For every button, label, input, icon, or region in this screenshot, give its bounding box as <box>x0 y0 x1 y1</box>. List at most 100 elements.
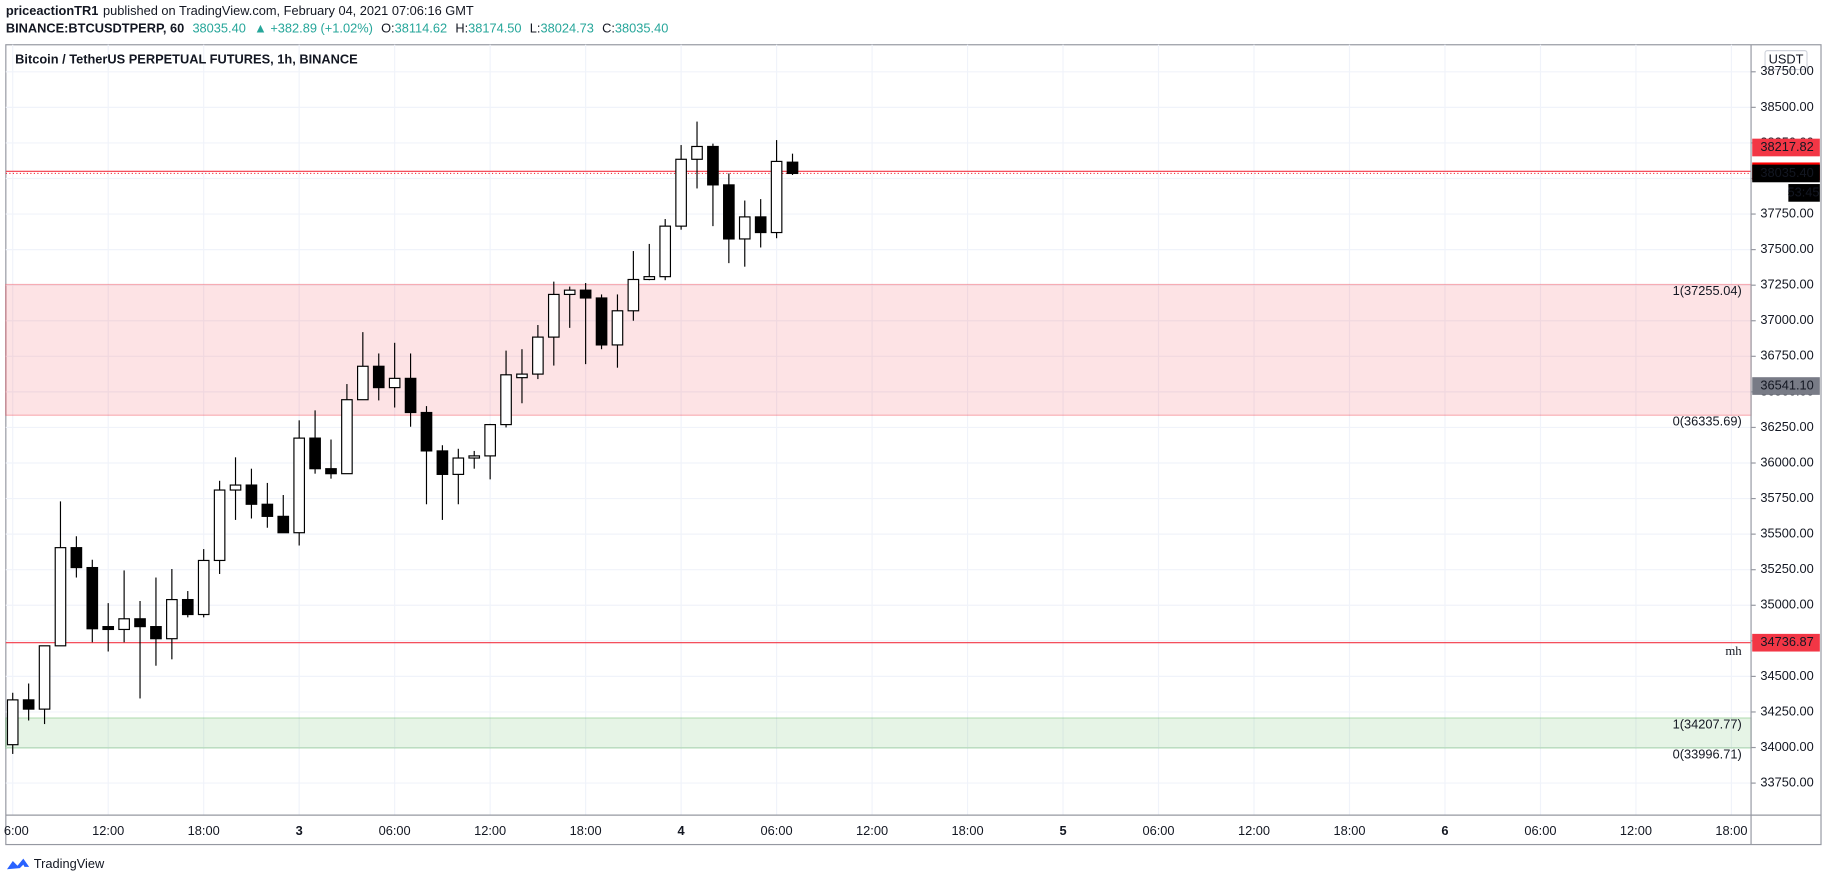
candle-body <box>723 184 735 240</box>
candle-body <box>707 145 719 186</box>
candle-body <box>691 145 703 160</box>
candle-body <box>38 645 51 710</box>
candle-body <box>770 160 783 234</box>
candle-body <box>738 216 751 240</box>
y-tick-label: 35750.00 <box>1760 490 1813 505</box>
candle-body <box>150 626 162 640</box>
zone-label: 1(34207.77) <box>1673 716 1742 731</box>
candle-body <box>70 547 83 569</box>
candle-body <box>86 566 99 630</box>
y-tick-label: 37000.00 <box>1760 312 1813 327</box>
candle-body <box>595 297 608 346</box>
candle-body <box>452 457 465 475</box>
candle-body <box>197 559 210 616</box>
price-label: 38035.40 <box>1760 165 1813 180</box>
y-tick-label: 36750.00 <box>1760 348 1813 363</box>
ohlc-value: 38174.50 <box>468 21 521 36</box>
ohlc-value: 38024.73 <box>540 21 593 36</box>
x-tick-label: 06:00 <box>1524 823 1556 838</box>
x-tick-label: 6:00 <box>4 823 29 838</box>
candle-body <box>325 468 337 475</box>
candle-body <box>261 503 274 517</box>
currency-button-text[interactable]: USDT <box>1769 51 1804 66</box>
y-tick-label: 34250.00 <box>1760 703 1813 718</box>
candle-body <box>54 547 67 647</box>
x-tick-label: 06:00 <box>379 823 411 838</box>
price-label: 36541.10 <box>1760 377 1813 392</box>
author: priceactionTR1 <box>6 3 99 18</box>
y-tick-label: 38750.00 <box>1760 63 1813 78</box>
candle-body <box>754 216 767 234</box>
y-tick-label: 38500.00 <box>1760 99 1813 114</box>
candle-body <box>118 618 130 631</box>
candle-body <box>420 411 433 452</box>
candle-body <box>309 437 321 470</box>
candle-body <box>516 373 528 379</box>
currency-button[interactable] <box>1764 50 1808 71</box>
ohlc-value: 38114.62 <box>395 21 447 36</box>
candle-body <box>213 489 226 562</box>
x-tick-label: 06:00 <box>761 823 793 838</box>
candle-body <box>579 289 592 299</box>
symbol: BINANCE:BTCUSDTPERP, 60 <box>6 21 184 36</box>
candle-body <box>166 598 178 640</box>
zone-label: 1(37255.04) <box>1673 283 1742 298</box>
logo-icon <box>6 858 30 870</box>
ohlc-key: O: <box>381 21 395 36</box>
x-tick-label: 12:00 <box>474 823 506 838</box>
y-tick-label: 34500.00 <box>1760 668 1813 683</box>
candle-body <box>500 374 512 426</box>
price-label-bg <box>1752 633 1820 652</box>
change: ▲ +382.89 (+1.02%) <box>254 21 373 36</box>
x-tick-label: 06:00 <box>1142 823 1174 838</box>
x-tick-label: 4 <box>678 823 686 838</box>
candle-body <box>436 450 449 475</box>
x-tick-label: 18:00 <box>188 823 220 838</box>
candle-body <box>786 161 799 175</box>
price-label-bg <box>1752 138 1820 157</box>
candle-body <box>388 377 401 389</box>
candle-body <box>372 365 385 389</box>
x-tick-label: 12:00 <box>92 823 124 838</box>
y-tick-label: 37750.00 <box>1760 205 1813 220</box>
candle-body <box>181 598 194 616</box>
chart-title: Bitcoin / TetherUS PERPETUAL FUTURES, 1h… <box>15 51 358 66</box>
price-label-bg <box>1752 164 1820 183</box>
candle-body <box>229 484 242 491</box>
candle-body <box>6 699 19 746</box>
last-price: 38035.40 <box>192 21 245 36</box>
zone <box>5 717 1752 749</box>
branding: TradingView <box>34 856 105 871</box>
x-tick-label: 12:00 <box>856 823 888 838</box>
y-tick-label: 35500.00 <box>1760 526 1813 541</box>
price-label: 34736.87 <box>1760 634 1813 649</box>
x-tick-label: 6 <box>1441 823 1448 838</box>
price-label-bg <box>1752 377 1820 395</box>
candle-body <box>659 225 672 278</box>
x-tick-label: 12:00 <box>1620 823 1652 838</box>
x-tick-label: 18:00 <box>570 823 602 838</box>
candle-body <box>468 455 481 459</box>
x-tick-label: 18:00 <box>1333 823 1365 838</box>
ohlc-key: H: <box>455 21 468 36</box>
x-tick-label: 18:00 <box>1715 823 1747 838</box>
y-tick-label: 37250.00 <box>1760 277 1813 292</box>
candle-body <box>277 515 290 534</box>
candle-body <box>675 158 687 227</box>
candle-body <box>547 293 560 338</box>
x-tick-label: 18:00 <box>952 823 984 838</box>
x-tick-label: 3 <box>296 823 303 838</box>
ohlc-key: C: <box>602 21 615 36</box>
candle-body <box>627 278 640 312</box>
y-tick-label: 34000.00 <box>1760 739 1813 754</box>
zone <box>5 283 1752 416</box>
candle-body <box>643 276 656 281</box>
ohlc-key: L: <box>530 21 541 36</box>
candle-body <box>102 626 115 631</box>
candle-body <box>357 365 369 401</box>
y-tick-label: 36000.00 <box>1760 454 1813 469</box>
candle-body <box>245 484 258 505</box>
